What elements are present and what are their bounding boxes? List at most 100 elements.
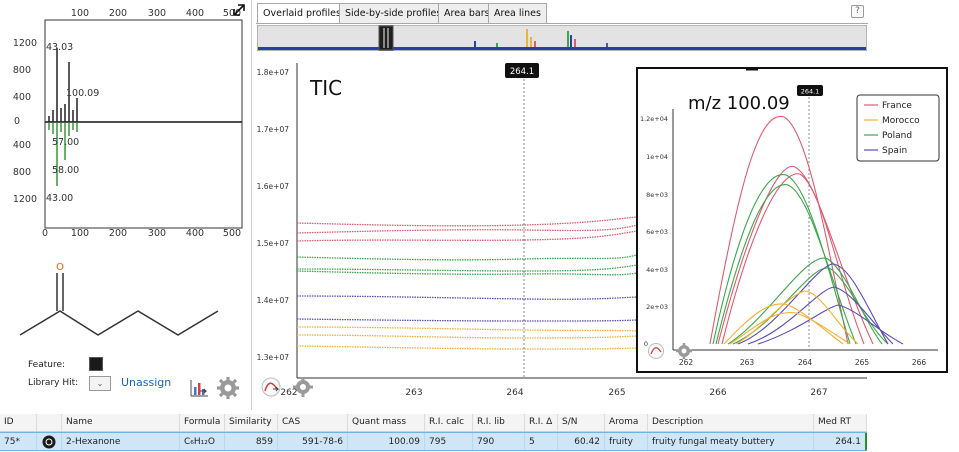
spectrum-match-icon [42, 435, 56, 449]
cell-formula: C₆H₁₂O [180, 433, 225, 450]
col-header-med-rt[interactable]: Med RT [814, 414, 867, 431]
tic-profile-lines [296, 216, 638, 350]
tab-area-lines[interactable]: Area lines [488, 3, 547, 23]
col-header-similarity[interactable]: Similarity [225, 414, 278, 431]
ion-chromatogram-inset[interactable]: 1.2e+04 1e+04 8e+03 6e+03 4e+03 2e+03 0 … [636, 67, 948, 373]
chart-settings-gear-icon[interactable] [293, 377, 313, 397]
inset-y-tick: 6e+03 [646, 228, 668, 236]
mirror-y-tick: 400 [13, 140, 31, 151]
cell-ri-delta: 5 [525, 433, 558, 450]
col-header-aroma[interactable]: Aroma [605, 414, 648, 431]
inset-y-tick: 2e+03 [646, 303, 668, 311]
tab-strip-border [256, 23, 868, 24]
expand-icon[interactable] [233, 4, 245, 16]
settings-gear-icon[interactable] [216, 376, 240, 400]
mirror-bottom-tick: 100 [71, 228, 89, 239]
tic-profile-chart[interactable]: 1.8e+07 1.7e+07 1.6e+07 1.5e+07 1.4e+07 … [253, 55, 867, 405]
main-x-tick: 264 [506, 388, 523, 398]
tab-side-by-side-profiles[interactable]: Side-by-side profiles [339, 3, 448, 23]
mirror-spectrum-plot: 100 200 300 400 500 0 100 200 300 400 50… [13, 4, 245, 239]
overview-selection-window[interactable] [378, 25, 394, 51]
legend-morocco: Morocco [882, 116, 920, 126]
main-y-tick: 1.7e+07 [257, 125, 290, 134]
peak-label: 100.09 [66, 88, 99, 99]
mirror-bottom-tick: 0 [42, 228, 48, 239]
rt-marker-badge [505, 63, 539, 78]
cell-ri-lib: 790 [473, 433, 525, 450]
cell-sn: 60.42 [558, 433, 605, 450]
col-header-name[interactable]: Name [62, 414, 180, 431]
table-row[interactable]: 75* 2-Hexanone C₆H₁₂O 859 591-78-6 100.0… [0, 432, 867, 451]
main-y-tick: 1.6e+07 [257, 182, 290, 191]
inset-overlay-chart-icon[interactable] [648, 343, 664, 359]
mirror-top-tick: 200 [109, 8, 127, 19]
main-y-tick: 1.4e+07 [257, 296, 290, 305]
chromatogram-overview-strip[interactable] [257, 25, 867, 51]
col-header-ri-calc[interactable]: R.I. calc [425, 414, 473, 431]
legend-spain: Spain [882, 146, 907, 156]
features-table: ID Name Formula Similarity CAS Quant mas… [0, 414, 867, 452]
inset-profile-lines [709, 115, 904, 345]
unassign-link[interactable]: Unassign [121, 376, 172, 389]
col-header-ri-lib[interactable]: R.I. lib [473, 414, 525, 431]
inset-rt-marker-label: 264.1 [801, 88, 820, 96]
inset-y-tick: 1e+04 [646, 153, 668, 161]
col-header-id[interactable]: ID [0, 414, 37, 431]
library-spectrum-peaks [48, 48, 78, 122]
col-header-cas[interactable]: CAS [278, 414, 348, 431]
main-x-tick: 262 [280, 388, 297, 398]
inset-title: m/z 100.09 [688, 93, 790, 114]
inset-x-tick: 266 [912, 358, 927, 367]
export-chart-icon[interactable] [187, 376, 211, 400]
inset-settings-gear-icon[interactable] [676, 343, 692, 359]
mirror-bottom-tick: 300 [148, 228, 166, 239]
cell-ri-calc: 795 [425, 433, 473, 450]
peak-label: 58.00 [52, 165, 79, 176]
col-header-ri-delta[interactable]: R.I. Δ [525, 414, 558, 431]
cell-description: fruity fungal meaty buttery [648, 433, 814, 450]
mirror-y-tick: 800 [13, 65, 31, 76]
feature-color-swatch[interactable] [89, 357, 103, 371]
main-y-tick: 1.5e+07 [257, 239, 290, 248]
mirror-y-tick: 0 [14, 116, 20, 127]
cell-similarity: 859 [225, 433, 278, 450]
table-header: ID Name Formula Similarity CAS Quant mas… [0, 414, 867, 432]
sample-spectrum-peaks [48, 122, 78, 186]
legend-poland: Poland [882, 131, 912, 141]
mirror-y-tick: 800 [13, 167, 31, 178]
main-x-tick: 267 [810, 388, 827, 398]
mirror-top-tick: 100 [71, 8, 89, 19]
overview-baseline [258, 47, 866, 50]
mirror-bottom-tick: 200 [109, 228, 127, 239]
tab-overlaid-profiles[interactable]: Overlaid profiles [257, 3, 347, 24]
help-icon[interactable]: ? [851, 5, 864, 18]
inset-y-tick: 8e+03 [646, 191, 668, 199]
col-header-sn[interactable]: S/N [558, 414, 605, 431]
main-chart-title: TIC [309, 76, 342, 100]
inset-legend: France Morocco Poland Spain [856, 94, 940, 162]
col-header-formula[interactable]: Formula [180, 414, 225, 431]
inset-x-tick: 263 [740, 358, 755, 367]
inset-y-tick: 4e+03 [646, 266, 668, 274]
col-header-quant-mass[interactable]: Quant mass [348, 414, 425, 431]
inset-y-tick: 0 [644, 340, 648, 348]
library-hit-dropdown[interactable]: ⌄ [89, 376, 111, 391]
cell-aroma: fruity [605, 433, 648, 450]
inset-rt-marker-badge [797, 85, 823, 96]
legend-france: France [882, 101, 912, 111]
cell-name: 2-Hexanone [62, 433, 180, 450]
col-header-description[interactable]: Description [648, 414, 814, 431]
mirror-top-tick: 300 [148, 8, 166, 19]
overlay-chart-icon[interactable] [261, 377, 281, 397]
main-x-tick: 263 [405, 388, 422, 398]
tab-area-bars[interactable]: Area bars [438, 3, 496, 23]
col-header-icon[interactable] [37, 414, 62, 431]
mirror-top-tick: 400 [186, 8, 204, 19]
main-x-tick: 265 [608, 388, 625, 398]
cell-cas: 591-78-6 [278, 433, 348, 450]
mirror-bottom-tick: 500 [223, 228, 241, 239]
panel-divider [251, 0, 252, 410]
main-x-tick: 266 [709, 388, 726, 398]
inset-x-tick: 262 [679, 358, 694, 367]
inset-x-tick: 265 [855, 358, 870, 367]
